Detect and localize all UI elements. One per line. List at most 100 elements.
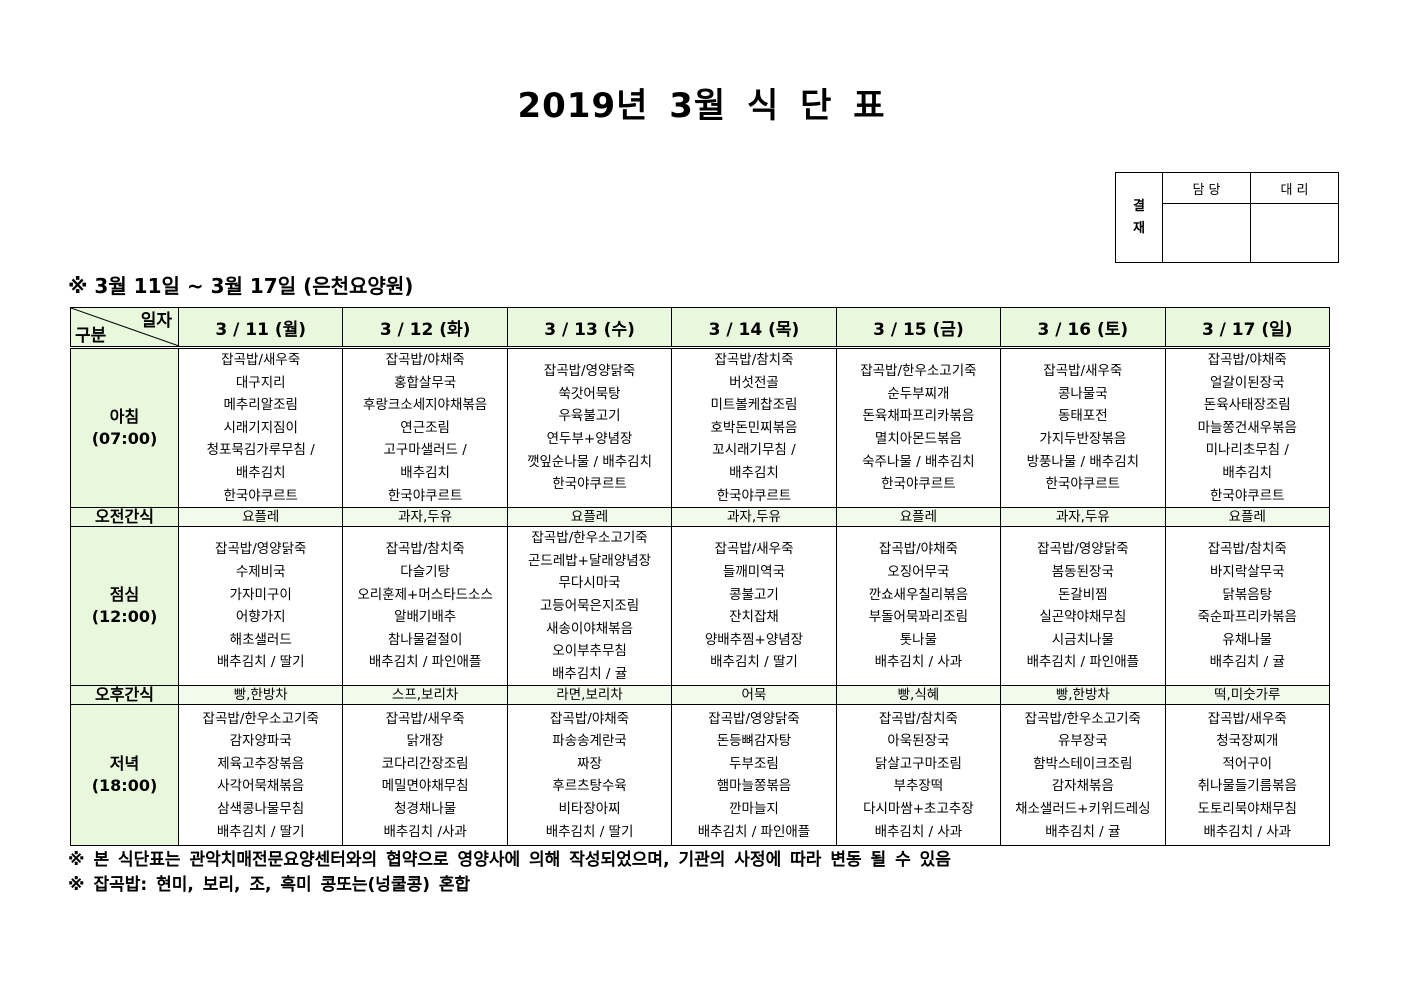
menu-item: 채소샐러드+키위드레싱 [1015, 800, 1151, 817]
menu-item: 양배추찜+양념장 [704, 631, 804, 648]
meal-cell: 잡곡밥/야채죽 얼갈이된장국 돈육사태장조림 마늘쫑건새우볶음 미나리초무침 / 배추김치… [1164, 346, 1331, 509]
menu-item: 마늘쫑건새우볶음 [1197, 419, 1297, 436]
menu-item: 배추김치 / 파인애플 [1026, 654, 1140, 671]
meal-cell: 잡곡밥/영양닭죽 봄동된장국 돈갈비찜 실곤약야채무침 시금치나물 배추김치 / 파인애플 [1000, 526, 1166, 687]
row-label: 저녁 (18:00) [70, 704, 179, 847]
snack-cell: 빵,한방차 [1000, 685, 1166, 706]
menu-item: 유채나물 [1222, 631, 1273, 648]
period-subtitle: ※ 3월 11일 ~ 3월 17일 (은천요양원) [68, 274, 414, 298]
menu-item: 돈육사태장조림 [1203, 397, 1291, 414]
menu-item: 함박스테이크조림 [1033, 755, 1133, 772]
day-header: 3 / 17 (일) [1164, 307, 1331, 349]
menu-item: 순두부찌개 [887, 385, 950, 402]
menu-item: 닭개장 [406, 733, 444, 750]
row-label: 점심 (12:00) [70, 526, 179, 687]
row-label-name: 오후간식 [95, 685, 154, 705]
approval-box: 결 재 담 당 대 리 [1115, 171, 1339, 263]
menu-item: 잡곡밥/한우소고기죽 [202, 710, 319, 727]
day-header: 3 / 15 (금) [835, 307, 1002, 349]
snack-cell: 라면,보리차 [506, 685, 673, 706]
menu-item: 멸치아몬드볶음 [874, 431, 962, 448]
menu-item: 들깨미역국 [722, 564, 786, 581]
menu-item: 방풍나물 / 배추김치 [1026, 453, 1140, 470]
menu-item: 동태포전 [1057, 408, 1108, 425]
row-label-name: 점심 [109, 585, 140, 605]
menu-item: 잡곡밥/한우소고기죽 [531, 530, 648, 547]
menu-item: 돈등뼈감자탕 [716, 733, 792, 750]
header-row: 일자 구분 3 / 11 (월) 3 / 12 (화) 3 / 13 (수) 3 / 14… [70, 307, 1331, 349]
meal-row: 점심 (12:00) 잡곡밥/영양닭죽 수제비국 가자미구이 어향가지 해초샐러드 배추김치 … [70, 526, 1331, 687]
menu-item: 햄마늘쫑볶음 [716, 778, 792, 795]
snack-cell: 떡,미숫가루 [1164, 685, 1331, 706]
menu-table: 일자 구분 3 / 11 (월) 3 / 12 (화) 3 / 13 (수) 3 / 14… [70, 307, 1331, 847]
menu-item: 청경채나물 [394, 800, 457, 817]
snack-cell: 요플레 [177, 507, 344, 528]
day-header: 3 / 14 (목) [671, 307, 837, 349]
meal-row: 아침 (07:00) 잡곡밥/새우죽 대구지리 메추리알조림 시래기지짐이 청포묵김가루무침… [70, 346, 1331, 509]
menu-item: 후르츠탕수육 [552, 778, 627, 795]
menu-item: 후랑크소세지야채볶음 [363, 397, 488, 414]
approval-sign-deputy[interactable] [1250, 203, 1339, 263]
menu-item: 대구지리 [235, 374, 286, 391]
menu-item: 배추김치 / 사과 [1203, 823, 1292, 840]
meal-cell: 잡곡밥/새우죽 닭개장 코다리간장조림 메밀면야채무침 청경채나물 배추김치 /사과 [342, 704, 508, 847]
meal-cell: 잡곡밥/영양닭죽 쑥갓어묵탕 우육불고기 연두부+양념장 깻잎순나물 / 배추김치 한국야… [506, 346, 673, 509]
meal-cell: 잡곡밥/참치죽 버섯전골 미트볼케찹조림 호박돈민찌볶음 꼬시래기무침 / 배추김치 한국야… [671, 346, 837, 509]
meal-cell: 잡곡밥/참치죽 다슬기탕 오리훈제+머스타드소스 알배기배추 참나물겉절이 배추김치 / … [342, 526, 508, 687]
meal-cell: 잡곡밥/야채죽 파송송계란국 짜장 후르츠탕수육 비타장아찌 배추김치 / 딸기 [506, 704, 673, 847]
menu-item: 잡곡밥/새우죽 [1043, 363, 1123, 380]
menu-item: 꼬시래기무침 / [712, 442, 796, 459]
menu-item: 고등어묵은지조림 [539, 597, 640, 614]
note-1: ※ 본 식단표는 관악치매전문요양센터와의 협약으로 영양사에 의해 작성되었으… [68, 850, 951, 870]
menu-item: 짜장 [577, 755, 602, 772]
menu-item: 잡곡밥/참치죽 [385, 541, 465, 558]
menu-item: 곤드레밥+달래양념장 [528, 552, 652, 569]
diagonal-line [71, 308, 177, 345]
menu-item: 해초샐러드 [229, 631, 292, 648]
menu-item: 한국야쿠르트 [552, 476, 627, 493]
approval-sign-manager[interactable] [1162, 203, 1251, 263]
menu-item: 시금치나물 [1051, 631, 1114, 648]
meal-cell: 잡곡밥/새우죽 대구지리 메추리알조림 시래기지짐이 청포묵김가루무침 / 배추김치 한국야… [177, 346, 344, 509]
menu-item: 배추김치 / 귤 [1045, 823, 1121, 840]
menu-item: 잡곡밥/야채죽 [878, 541, 958, 558]
menu-item: 잡곡밥/영양닭죽 [1037, 541, 1129, 558]
menu-item: 가지두반장볶음 [1039, 431, 1127, 448]
menu-item: 청국장찌개 [1216, 733, 1279, 750]
snack-cell: 스프,보리차 [342, 685, 508, 706]
menu-item: 배추김치 / 파인애플 [368, 654, 482, 671]
snack-row: 오후간식 빵,한방차 스프,보리차 라면,보리차 어묵 빵,식혜 빵,한방차 떡,미숫가루 [70, 685, 1331, 706]
menu-item: 배추김치 /사과 [383, 823, 467, 840]
snack-cell: 과자,두유 [1000, 507, 1166, 528]
meal-cell: 잡곡밥/한우소고기죽 감자양파국 제육고추장볶음 사각어묵채볶음 삼색콩나물무침 배추김치… [177, 704, 344, 847]
meal-cell: 잡곡밥/야채죽 오징어무국 깐쇼새우칠리볶음 부돌어묵꽈리조림 톳나물 배추김치 / 사과 [835, 526, 1002, 687]
menu-item: 감자양파국 [229, 733, 292, 750]
menu-item: 파송송계란국 [552, 733, 627, 750]
menu-item: 콩불고기 [729, 586, 779, 603]
meal-cell: 잡곡밥/한우소고기죽 순두부찌개 돈육채파프리카볶음 멸치아몬드볶음 숙주나물 / 배추… [835, 346, 1002, 509]
menu-item: 배추김치 [729, 464, 779, 481]
row-label: 아침 (07:00) [70, 346, 179, 509]
snack-row: 오전간식 요플레 과자,두유 요플레 과자,두유 요플레 과자,두유 요플레 [70, 507, 1331, 528]
row-label-time: (12:00) [91, 607, 158, 627]
menu-item: 잡곡밥/한우소고기죽 [860, 363, 977, 380]
menu-item: 삼색콩나물무침 [217, 800, 305, 817]
meal-cell: 잡곡밥/새우죽 청국장찌개 적어구이 취나물들기름볶음 도토리묵야채무침 배추김치 / 사… [1164, 704, 1331, 847]
approval-label-2: 재 [1133, 220, 1145, 236]
menu-item: 연근조림 [400, 419, 450, 436]
menu-item: 잡곡밥/영양닭죽 [708, 710, 800, 727]
menu-item: 배추김치 / 귤 [551, 665, 628, 682]
menu-item: 오리훈제+머스타드소스 [357, 586, 493, 603]
menu-item: 배추김치 / 딸기 [545, 823, 634, 840]
menu-item: 아욱된장국 [887, 733, 950, 750]
corner-cell: 일자 구분 [70, 307, 179, 349]
day-header: 3 / 16 (토) [1000, 307, 1166, 349]
day-header: 3 / 12 (화) [342, 307, 508, 349]
meal-cell: 잡곡밥/새우죽 들깨미역국 콩불고기 잔치잡채 양배추찜+양념장 배추김치 / 딸기 [671, 526, 837, 687]
menu-item: 알배기배추 [394, 609, 457, 626]
menu-item: 잡곡밥/영양닭죽 [214, 541, 307, 558]
menu-item: 가자미구이 [229, 586, 292, 603]
menu-item: 배추김치 [1222, 464, 1273, 481]
menu-item: 깐마늘지 [729, 800, 779, 817]
menu-item: 배추김치 [235, 464, 286, 481]
